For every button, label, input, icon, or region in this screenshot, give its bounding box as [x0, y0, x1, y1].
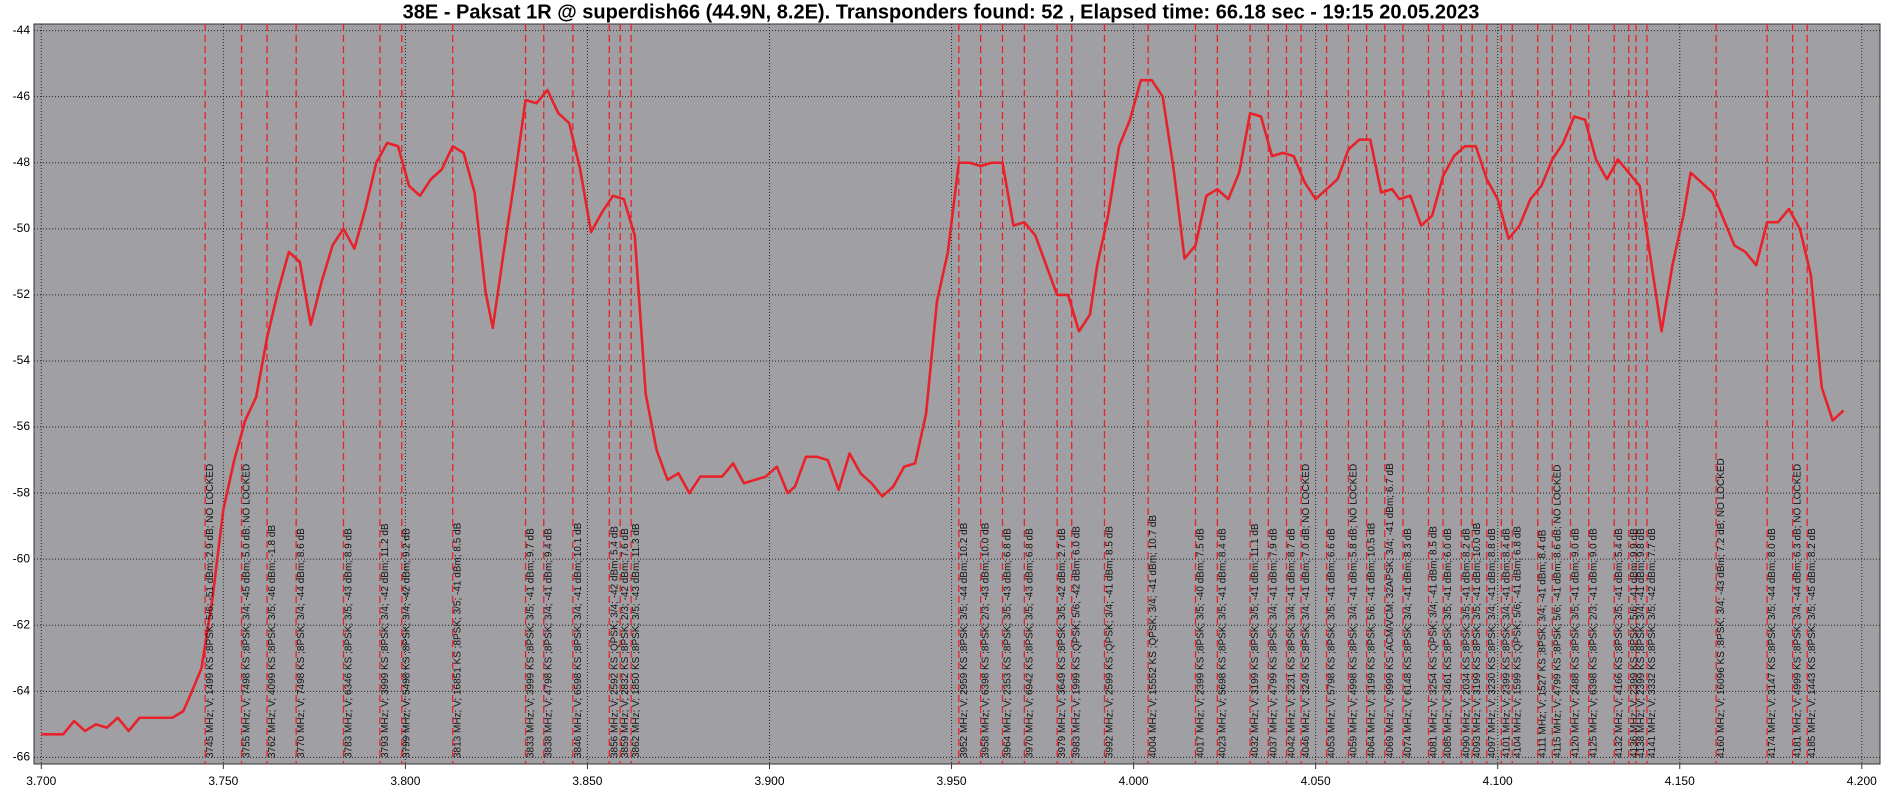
- x-tick-label: 4.050: [1301, 774, 1331, 788]
- transponder-label: 4174 MHz; V; 3147 KS ;8PSK; 3/5; -44 dBm…: [1767, 528, 1778, 758]
- transponder-label: 4069 MHz; V; 9999 KS ;ACM/VCM; 32APSK; 3…: [1385, 463, 1396, 758]
- transponder-label: 4037 MHz; V; 4799 KS ;8PSK; 3/4; -41 dBm…: [1268, 528, 1279, 758]
- y-tick-label: -66: [13, 750, 31, 764]
- transponder-label: 4004 MHz; V; 15552 KS ;QPSK; 3/4; -41 dB…: [1148, 515, 1159, 758]
- transponder-label: 3846 MHz; V; 6598 KS ;8PSK; 3/4; -41 dBm…: [573, 522, 584, 758]
- y-tick-label: -54: [13, 353, 31, 367]
- chart-title: 38E - Paksat 1R @ superdish66 (44.9N, 8.…: [403, 1, 1480, 23]
- transponder-label: 3762 MHz; V; 4099 KS ;8PSK; 3/5; -46 dBm…: [267, 525, 278, 758]
- y-tick-label: -46: [13, 89, 31, 103]
- transponder-label: 3958 MHz; V; 6398 KS ;8PSK; 2/3; -43 dBm…: [981, 522, 992, 758]
- transponder-label: 3992 MHz; V; 2599 KS ;QPSK; 3/4; -41 dBm…: [1104, 526, 1115, 758]
- x-tick-label: 3.700: [26, 774, 56, 788]
- x-tick-label: 4.150: [1665, 774, 1695, 788]
- transponder-label: 4053 MHz; V; 5798 KS ;8PSK; 3/5; -41 dBm…: [1327, 528, 1338, 758]
- transponder-label: 3859 MHz; V; 2832 KS ;8PSK; 2/3; -42 dBm…: [620, 528, 631, 758]
- transponder-label: 4042 MHz; V; 3231 KS ;8PSK; 3/4; -41 dBm…: [1287, 528, 1298, 758]
- y-tick-label: -58: [13, 485, 31, 499]
- x-tick-label: 3.800: [390, 774, 420, 788]
- transponder-label: 3964 MHz; V; 2353 KS ;8PSK; 3/5; -43 dBm…: [1003, 528, 1014, 758]
- transponder-label: 4101 MHz; V; 2399 KS ;8PSK; 3/4; -41 dBm…: [1501, 528, 1512, 758]
- transponder-label: 4064 MHz; V; 3199 KS ;8PSK; 5/6; -41 dBm…: [1367, 522, 1378, 758]
- transponder-label: 4097 MHz; V; 3230 KS ;8PSK; 3/4; -41 dBm…: [1487, 528, 1498, 758]
- y-tick-label: -56: [13, 419, 31, 433]
- x-tick-label: 4.000: [1119, 774, 1149, 788]
- transponder-label: 3979 MHz; V; 3649 KS ;8PSK; 3/5; -42 dBm…: [1057, 528, 1068, 758]
- transponder-label: 3856 MHz; V; 2592 KS ;QPSK; 3/4; -42 dBm…: [609, 526, 620, 758]
- y-tick-label: -50: [13, 221, 31, 235]
- transponder-label: 3833 MHz; V; 3999 KS ;8PSK; 3/5; -41 dBm…: [526, 528, 537, 758]
- transponder-label: 3838 MHz; V; 4798 KS ;8PSK; 3/4; -41 dBm…: [544, 528, 555, 758]
- transponder-label: 4136 MHz; V; 2399 KS ;8PSK; 5/6; -41 dBm…: [1629, 528, 1640, 758]
- transponder-label: 3952 MHz; V; 2959 KS ;8PSK; 3/5; -44 dBm…: [959, 522, 970, 758]
- transponder-label: 3799 MHz; V; 5498 KS ;8PSK; 3/4; -42 dBm…: [402, 528, 413, 758]
- transponder-label: 4046 MHz; V; 3249 KS ;8PSK; 3/4; -41 dBm…: [1301, 464, 1312, 758]
- y-tick-label: -48: [13, 155, 31, 169]
- x-tick-label: 3.950: [937, 774, 967, 788]
- transponder-label: 4017 MHz; V; 2399 KS ;8PSK; 3/5; -40 dBm…: [1195, 528, 1206, 758]
- transponder-label: 3793 MHz; V; 3999 KS ;8PSK; 3/4; -42 dBm…: [380, 523, 391, 758]
- transponder-label: 4023 MHz; V; 5698 KS ;8PSK; 3/5; -41 dBm…: [1217, 528, 1228, 758]
- transponder-label: 3770 MHz; V; 7498 KS ;8PSK; 3/4; -44 dBm…: [296, 528, 307, 758]
- transponder-label: 4081 MHz; V; 3254 KS ;QPSK; 3/4; -41 dBm…: [1429, 526, 1440, 758]
- transponder-label: 4090 MHz; V; 2034 KS ;8PSK; 3/5; -41 dBm…: [1461, 528, 1472, 758]
- transponder-label: 4125 MHz; V; 6398 KS ;8PSK; 2/3; -41 dBm…: [1589, 528, 1600, 758]
- transponder-label: 4115 MHz; V; 4799 KS ;8PSK; 5/6; -41 dBm…: [1552, 465, 1563, 758]
- transponder-label: 4120 MHz; V; 2488 KS ;8PSK; 3/5; -41 dBm…: [1571, 528, 1582, 758]
- transponder-label: 4141 MHz; V; 3332 KS ;8PSK; 3/5; -42 dBm…: [1647, 528, 1658, 758]
- plot-area: [33, 23, 1881, 765]
- transponder-label: 4111 MHz; V; 1527 KS ;8PSK; 3/4; -41 dBm…: [1538, 529, 1549, 758]
- transponder-label: 4093 MHz; V; 3199 KS ;8PSK; 3/5; -41 dBm…: [1472, 522, 1483, 758]
- transponder-label: 4181 MHz; V; 4999 KS ;8PSK; 3/4; -44 dBm…: [1793, 464, 1804, 758]
- y-tick-label: -52: [13, 287, 31, 301]
- transponder-label: 4132 MHz; V; 4166 KS ;8PSK; 3/5; -41 dBm…: [1614, 528, 1625, 758]
- transponder-label: 4032 MHz; V; 3199 KS ;8PSK; 3/5; -41 dBm…: [1250, 523, 1261, 758]
- x-tick-label: 3.850: [572, 774, 602, 788]
- transponder-label: 3813 MHz; V; 16851 KS ;8PSK; 3/5; -41 dB…: [453, 522, 464, 758]
- transponder-label: 4160 MHz; V; 16096 KS ;8PSK; 3/4; -43 dB…: [1716, 458, 1727, 758]
- x-tick-label: 4.200: [1847, 774, 1877, 788]
- transponder-label: 3745 MHz; V; 1499 KS ;8PSK; 5/6; -51 dBm…: [205, 464, 216, 758]
- x-tick-label: 4.100: [1483, 774, 1513, 788]
- transponder-label: 4085 MHz; V; 3461 KS ;8PSK; 3/5; -41 dBm…: [1443, 528, 1454, 758]
- y-tick-label: -60: [13, 551, 31, 565]
- y-tick-label: -64: [13, 683, 31, 697]
- y-tick-label: -62: [13, 617, 31, 631]
- transponder-label: 3783 MHz; V; 6346 KS ;8PSK; 3/5; -43 dBm…: [343, 528, 354, 758]
- x-tick-label: 3.750: [208, 774, 238, 788]
- transponder-label: 4059 MHz; V; 4998 KS ;8PSK; 3/4; -41 dBm…: [1348, 464, 1359, 758]
- transponder-label: 4138 MHz; V; 2399 KS ;8PSK; 3/4; -41 dBm…: [1636, 528, 1647, 758]
- transponder-label: 3755 MHz; V; 7498 KS ;8PSK; 3/4; -45 dBm…: [242, 464, 253, 758]
- transponder-label: 3983 MHz; V; 1999 KS ;QPSK; 5/6; -42 dBm…: [1072, 526, 1083, 758]
- transponder-label: 4185 MHz; V; 1443 KS ;8PSK; 3/5; -45 dBm…: [1807, 528, 1818, 758]
- transponder-label: 3862 MHz; V; 1850 KS ;8PSK; 3/5; -43 dBm…: [631, 523, 642, 758]
- spectrum-line: [41, 78, 1845, 736]
- y-tick-label: -44: [13, 23, 31, 37]
- transponder-label: 3970 MHz; V; 6942 KS ;8PSK; 3/5; -43 dBm…: [1024, 528, 1035, 758]
- x-tick-label: 3.900: [754, 774, 784, 788]
- transponder-label: 4104 MHz; V; 1599 KS ;QPSK; 5/6; -41 dBm…: [1512, 526, 1523, 758]
- transponder-label: 4074 MHz; V; 6148 KS ;8PSK; 3/4; -41 dBm…: [1403, 528, 1414, 758]
